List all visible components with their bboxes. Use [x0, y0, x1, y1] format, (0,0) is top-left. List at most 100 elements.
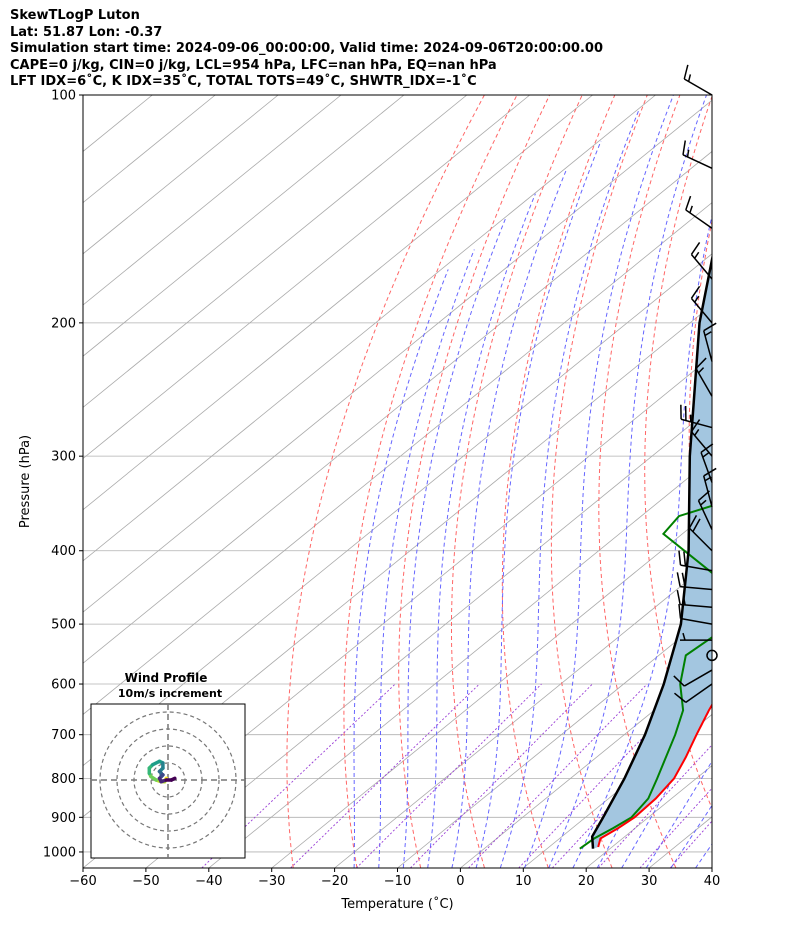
wind-barb-staff [685, 209, 713, 229]
wind-barb-feather [678, 603, 682, 619]
x-tick-label: −40 [195, 874, 222, 889]
wind-barb [690, 241, 713, 280]
isotherm-line [83, 95, 279, 255]
mixing-ratio-line [669, 820, 712, 868]
wind-barb-half-feather [682, 597, 686, 606]
wind-barb-half-feather [700, 499, 707, 506]
y-tick-label: 300 [51, 450, 76, 465]
wind-barb [676, 590, 713, 608]
hodograph-subtitle: 10m/s increment [118, 687, 222, 700]
isotherm-line [334, 560, 712, 868]
wind-barb-half-feather [682, 632, 686, 641]
wind-barb-staff [702, 330, 713, 362]
y-tick-label: 500 [51, 618, 76, 633]
wind-barb-calm [706, 649, 718, 662]
moist-adiabat-line [645, 760, 712, 868]
y-tick-label: 700 [51, 728, 76, 743]
wind-barb [673, 669, 713, 687]
wind-barb-feather [683, 551, 687, 567]
wind-barb-feather [697, 490, 710, 502]
wind-barb [682, 140, 713, 170]
wind-barb-staff [680, 617, 713, 625]
wind-barb [685, 195, 713, 229]
wind-barb-feather [678, 550, 682, 566]
dry-adiabat-line [644, 95, 712, 810]
y-tick-label: 1000 [43, 845, 76, 860]
wind-barb-feather [690, 241, 701, 255]
parcel-line [590, 253, 712, 849]
mixing-ratio-line [639, 787, 712, 868]
wind-barb-feather [688, 515, 698, 529]
dry-adiabat-line [451, 95, 583, 868]
x-tick-label: 0 [456, 874, 464, 889]
wind-barb [690, 285, 713, 324]
wind-barb-feather [703, 322, 717, 332]
wind-barb [702, 467, 717, 508]
dry-adiabat-line [550, 95, 648, 868]
isotherm-line [83, 95, 468, 408]
y-tick-label: 800 [51, 772, 76, 787]
wind-barb-staff [690, 297, 713, 324]
x-axis-label: Temperature (˚C) [340, 896, 453, 912]
x-tick-label: −30 [258, 874, 285, 889]
x-tick-label: 30 [641, 874, 658, 889]
wind-barb-feather [690, 285, 701, 299]
indices-line: LFT IDX=6˚C, K IDX=35˚C, TOTAL TOTS=49˚C… [10, 74, 477, 89]
dry-adiabat-line [286, 95, 485, 868]
isotherm-line [83, 95, 656, 562]
isotherm-line [83, 95, 593, 511]
wind-barb-staff [685, 683, 713, 703]
wind-barb-feather [682, 140, 687, 155]
x-tick-label: −50 [132, 874, 159, 889]
wind-barb-staff [680, 564, 713, 572]
wind-barb-feather [700, 443, 714, 454]
wind-barb-feather [685, 195, 692, 211]
wind-barb-half-feather [686, 149, 690, 158]
wind-barb-feather [692, 518, 701, 533]
isotherm-line [775, 95, 794, 868]
wind-barb-staff [683, 78, 713, 96]
wind-barb [697, 490, 713, 530]
wind-barb-staff [688, 527, 713, 552]
dry-adiabat-line [598, 95, 681, 868]
wind-barb-staff [682, 154, 713, 170]
mixing-ratio-line [598, 744, 712, 868]
x-tick-label: 20 [578, 874, 595, 889]
moist-adiabat-line [378, 249, 475, 868]
isotherm-line [208, 458, 712, 868]
x-tick-label: 40 [704, 874, 721, 889]
isotherm-line [271, 509, 712, 868]
dry-adiabat-line [774, 95, 794, 868]
wind-barb-feather [683, 64, 689, 80]
moist-adiabat-line [670, 804, 712, 868]
wind-barb-feather [676, 590, 681, 605]
moist-adiabat-line [353, 269, 449, 868]
wind-barb-half-feather [694, 295, 700, 303]
isotherm-line [83, 202, 712, 715]
hodograph-title: Wind Profile [125, 671, 208, 685]
y-tick-label: 600 [51, 678, 76, 693]
moist-adiabat-line [720, 95, 794, 868]
dry-adiabat-line [343, 95, 518, 868]
y-tick-label: 100 [51, 89, 76, 104]
chart-title: SkewTLogP Luton [10, 8, 140, 23]
y-tick-label: 900 [51, 811, 76, 826]
wind-barb-half-feather [689, 205, 693, 214]
wind-barb-staff [690, 431, 713, 457]
wind-barb-half-feather [694, 429, 700, 436]
wind-barb-feather [674, 692, 687, 703]
hodograph-trace-segment [169, 776, 177, 782]
wind-barb [690, 419, 713, 457]
wind-barb-staff [683, 669, 713, 687]
isotherm-line [83, 99, 712, 613]
location-line: Lat: 51.87 Lon: -0.37 [10, 24, 163, 40]
wind-barb-feather [681, 572, 686, 588]
chart-title-block: SkewTLogP Luton Lat: 51.87 Lon: -0.37 Si… [10, 8, 603, 91]
moist-adiabat-line [451, 168, 568, 868]
wind-barb [688, 515, 713, 552]
x-tick-label: −60 [69, 874, 96, 889]
dry-adiabat-line [398, 95, 551, 868]
mixing-ratio-line [355, 683, 542, 868]
isotherm-line [83, 95, 531, 460]
wind-barb [695, 357, 713, 397]
